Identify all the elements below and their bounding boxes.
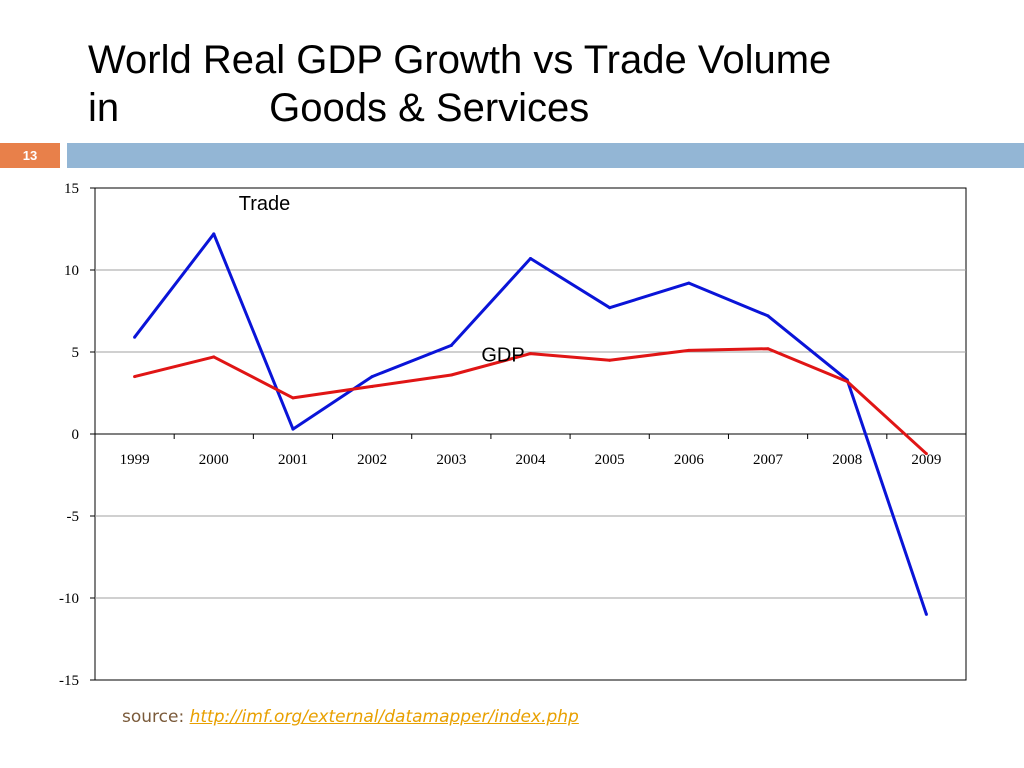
data-point-gdp xyxy=(212,355,216,359)
data-point-trade xyxy=(291,427,295,431)
y-tick-label: 10 xyxy=(64,263,79,279)
y-tick-label: 5 xyxy=(72,345,80,361)
source-label: source: xyxy=(122,707,185,727)
y-tick-label: 15 xyxy=(64,181,79,197)
title-line-2-end: Goods & Services xyxy=(269,86,590,130)
data-point-trade xyxy=(529,257,532,261)
x-tick-label: 2006 xyxy=(674,452,705,468)
x-tick-label: 2005 xyxy=(595,452,625,468)
x-tick-label: 2003 xyxy=(436,452,466,468)
series-line-trade xyxy=(133,232,928,615)
data-point-gdp xyxy=(766,347,770,351)
line-chart: 15 10 5 0 -5 -10 -15 1999 2000 2001 2002 2003 2004 20… xyxy=(59,181,967,689)
data-point-trade xyxy=(608,306,612,310)
source-link[interactable]: http://imf.org/external/datamapper/index… xyxy=(189,707,579,727)
x-tick-label: 2002 xyxy=(357,452,387,468)
y-tick-label: -15 xyxy=(59,673,79,689)
title-divider-bar xyxy=(67,143,1024,168)
series-label-gdp: GDP xyxy=(481,345,524,367)
series-label-trade: Trade xyxy=(239,193,291,215)
data-point-gdp xyxy=(370,384,374,388)
data-point-gdp xyxy=(529,352,532,356)
data-point-gdp xyxy=(608,358,612,362)
x-tick-label: 2008 xyxy=(832,452,862,468)
x-tick-label: 2004 xyxy=(516,452,547,468)
data-point-gdp xyxy=(687,348,691,352)
data-point-trade xyxy=(924,612,928,616)
slide-number: 13 xyxy=(0,143,60,168)
title-line-2-start: in xyxy=(88,86,120,130)
data-point-trade xyxy=(370,375,374,379)
slide-title: World Real GDP Growth vs Trade Volume in… xyxy=(88,36,988,132)
y-tick-label: -10 xyxy=(59,591,79,607)
y-tick-label: 0 xyxy=(72,427,80,443)
data-point-gdp xyxy=(449,373,453,377)
data-point-trade xyxy=(212,232,216,236)
title-line-1: World Real GDP Growth vs Trade Volume xyxy=(88,38,832,82)
data-point-gdp xyxy=(133,375,137,379)
source-note: source: http://imf.org/external/datamapp… xyxy=(122,707,579,727)
data-point-trade xyxy=(687,281,691,285)
data-point-gdp xyxy=(291,396,295,400)
data-point-trade xyxy=(449,343,453,347)
data-point-trade xyxy=(766,314,770,318)
data-point-gdp xyxy=(845,380,849,384)
x-tick-label: 2000 xyxy=(199,452,229,468)
x-tick-label: 2007 xyxy=(753,452,784,468)
x-tick-label: 2009 xyxy=(911,452,941,468)
x-tick-label: 1999 xyxy=(120,452,150,468)
data-point-trade xyxy=(133,335,137,339)
data-point-gdp xyxy=(924,452,928,456)
y-tick-label: -5 xyxy=(67,509,80,525)
x-tick-label: 2001 xyxy=(278,452,308,468)
